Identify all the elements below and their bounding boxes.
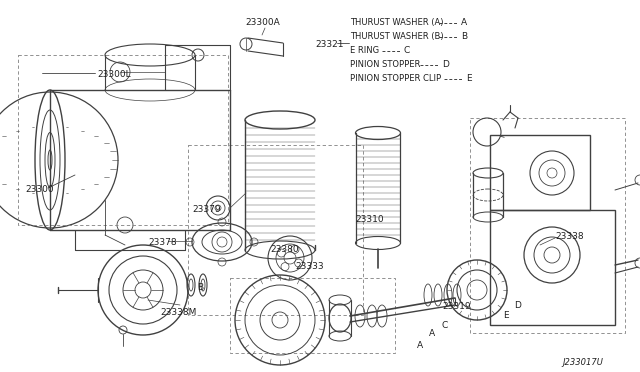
Bar [188, 145, 363, 315]
Bar [470, 118, 625, 333]
Text: 23338M: 23338M [160, 308, 196, 317]
Text: B: B [461, 32, 468, 41]
Text: A: A [417, 340, 423, 350]
Text: 23300A: 23300A [245, 18, 280, 27]
Text: D: D [442, 60, 449, 69]
Text: C: C [442, 321, 448, 330]
Text: A: A [429, 328, 435, 337]
Text: 23321: 23321 [315, 40, 344, 49]
Text: 23333: 23333 [295, 262, 324, 271]
Text: A: A [461, 18, 468, 27]
Text: THURUST WASHER (A): THURUST WASHER (A) [350, 18, 444, 27]
Text: PINION STOPPER CLIP: PINION STOPPER CLIP [350, 74, 441, 83]
Text: 23380: 23380 [270, 245, 299, 254]
Text: 23310: 23310 [355, 215, 383, 224]
Text: E: E [466, 74, 472, 83]
Text: D: D [515, 301, 522, 310]
Text: 23300L: 23300L [97, 70, 131, 79]
Text: E: E [503, 311, 509, 320]
Bar [490, 210, 615, 325]
Bar [18, 55, 228, 225]
Text: 23300: 23300 [25, 185, 54, 194]
Text: THURUST WASHER (B): THURUST WASHER (B) [350, 32, 444, 41]
Bar [490, 135, 590, 210]
Text: 23338: 23338 [555, 232, 584, 241]
Bar [230, 278, 395, 353]
Text: 23379: 23379 [192, 205, 221, 214]
Text: 23319: 23319 [442, 302, 470, 311]
Text: E RING: E RING [350, 46, 379, 55]
Text: 23378: 23378 [148, 238, 177, 247]
Text: PINION STOPPER: PINION STOPPER [350, 60, 420, 69]
Text: B: B [197, 283, 203, 292]
Text: C: C [404, 46, 410, 55]
Text: J233017U: J233017U [562, 358, 603, 367]
